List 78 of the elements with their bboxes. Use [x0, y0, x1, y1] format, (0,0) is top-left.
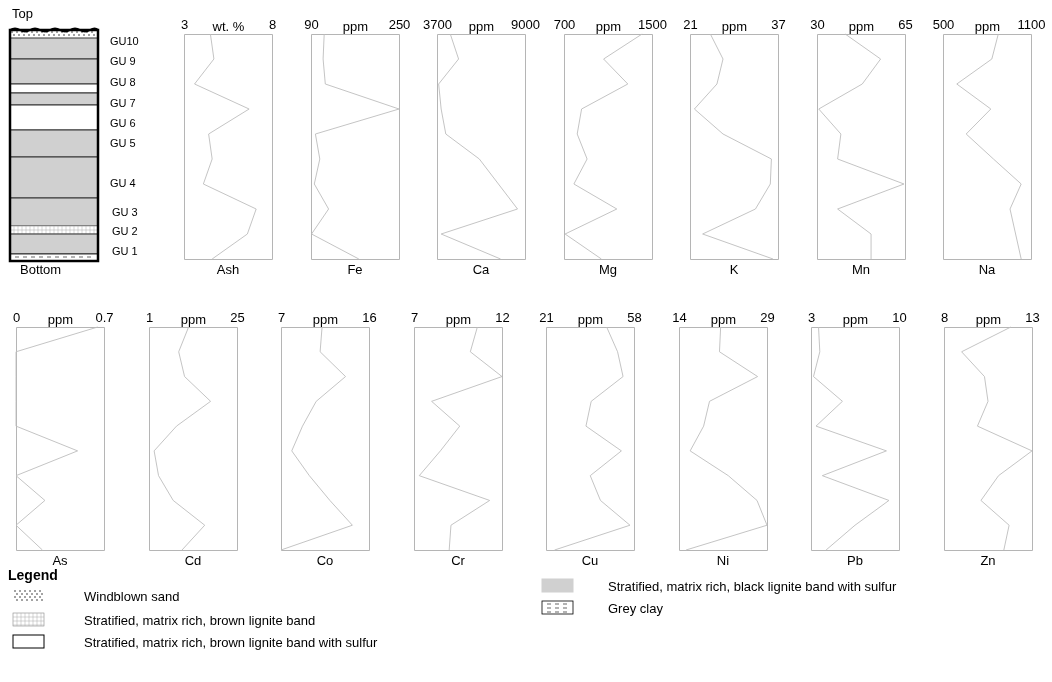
text: Zn — [979, 553, 996, 569]
x-tick-label: 30 — [809, 16, 825, 32]
x-tick-label: 21 — [539, 309, 554, 325]
text: GU 3 — [112, 206, 138, 218]
text: As — [52, 553, 69, 569]
x-tick-label: 7 — [277, 309, 286, 325]
text: Cd — [184, 553, 201, 569]
text: Fe — [346, 262, 363, 278]
text: Mn — [851, 262, 870, 278]
x-axis-title: ppm — [721, 18, 748, 34]
text: GU10 — [110, 35, 139, 47]
x-tick-label: 25 — [229, 309, 245, 325]
x-axis-title: ppm — [312, 311, 339, 327]
text: GU 7 — [110, 97, 136, 109]
x-tick-label: 1100 — [1017, 16, 1046, 32]
text: Cu — [581, 553, 599, 569]
text: Top — [12, 6, 33, 21]
text: Co — [316, 553, 334, 569]
x-tick-label: 500 — [932, 16, 955, 32]
x-tick-label: 700 — [553, 16, 575, 32]
text: Stratified, matrix rich, brown lignite band — [84, 613, 316, 628]
text: Stratified, matrix rich, black lignite band with sulfur — [608, 579, 897, 594]
text: Ash — [216, 262, 240, 278]
text: Na — [978, 262, 997, 278]
x-axis-title: ppm — [975, 311, 1001, 327]
x-axis-title: ppm — [180, 311, 206, 327]
x-axis-title: ppm — [445, 311, 471, 327]
x-axis-title: ppm — [710, 311, 736, 327]
x-tick-label: 14 — [671, 309, 687, 325]
text: Cr — [450, 553, 466, 569]
x-tick-label: 7 — [410, 309, 418, 325]
x-tick-label: 90 — [303, 16, 319, 32]
x-tick-label: 3 — [807, 309, 816, 325]
text: Stratified, matrix rich, brown lignite band with sulfur — [84, 635, 378, 650]
text: Legend — [8, 567, 58, 583]
text: K — [729, 262, 739, 278]
text: GU 5 — [110, 137, 136, 149]
text: GU 9 — [110, 55, 136, 67]
text: Mg — [598, 262, 617, 278]
text: GU 6 — [110, 117, 136, 129]
x-tick-label: 13 — [1024, 309, 1040, 325]
x-tick-label: 12 — [494, 309, 510, 325]
x-tick-label: 16 — [362, 309, 377, 325]
x-tick-label: 65 — [897, 16, 913, 32]
x-axis-title: ppm — [842, 311, 869, 327]
x-tick-label: 250 — [388, 16, 410, 32]
text: GU 8 — [110, 76, 136, 88]
x-tick-label: 0.7 — [95, 309, 114, 325]
x-tick-label: 9000 — [511, 16, 540, 32]
x-axis-title: ppm — [342, 18, 368, 34]
x-axis-title: ppm — [595, 18, 621, 34]
text: GU 1 — [112, 245, 138, 257]
x-tick-label: 3 — [180, 16, 189, 32]
text: Ni — [716, 553, 729, 569]
x-axis-title: ppm — [974, 18, 1001, 34]
x-tick-label: 10 — [892, 309, 907, 325]
text: Pb — [847, 553, 863, 569]
x-tick-label: 3700 — [423, 16, 452, 32]
x-tick-label: 0 — [12, 309, 21, 325]
text: Windblown sand — [84, 589, 180, 604]
x-tick-label: 21 — [683, 16, 698, 32]
x-axis-title: ppm — [848, 18, 874, 34]
x-tick-label: 29 — [759, 309, 775, 325]
text: GU 4 — [110, 177, 136, 189]
text: Ca — [472, 262, 491, 278]
x-tick-label: 8 — [268, 16, 277, 32]
x-tick-label: 37 — [771, 16, 786, 32]
x-tick-label: 1 — [145, 309, 153, 325]
text: Bottom — [20, 262, 62, 277]
x-axis-title: ppm — [468, 18, 495, 34]
x-axis-title: wt. % — [211, 18, 245, 34]
x-axis-title: ppm — [577, 311, 604, 327]
x-tick-label: 8 — [940, 309, 948, 325]
x-tick-label: 58 — [627, 309, 642, 325]
text: GU 2 — [112, 225, 138, 237]
text: Grey clay — [608, 601, 663, 616]
x-tick-label: 1500 — [637, 16, 667, 32]
x-axis-title: ppm — [47, 311, 74, 327]
